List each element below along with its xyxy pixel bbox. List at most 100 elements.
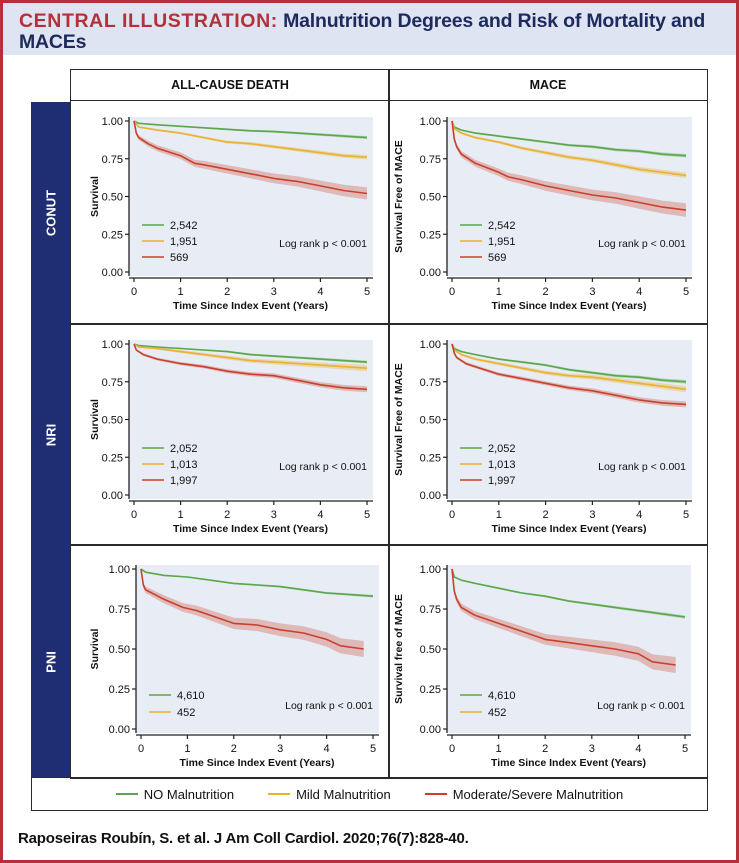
x-axis-label: Time Since Index Event (Years) [491,523,646,535]
legend-label: 1,997 [488,475,516,487]
y-tick-label: 0.00 [102,267,123,279]
y-axis-label: Survival [89,628,101,669]
y-tick-label: 1.00 [420,116,441,128]
chart-pni-mace: 0.00 0.25 0.50 0.75 1.00 0 1 2 3 4 5 Time Since Ind… [393,564,691,769]
x-axis-label: Time Since Index Event (Years) [491,300,646,312]
plot-background [129,117,373,276]
x-tick-label: 5 [683,286,689,298]
row-label-text: PNI [43,650,58,673]
log-rank-annotation: Log rank p < 0.001 [598,461,686,473]
legend-label: 452 [488,707,506,719]
legend-label: 1,951 [488,236,516,248]
legend-label: 2,542 [170,220,198,232]
y-tick-label: 0.00 [109,724,130,736]
chart-pni-death: 0.00 0.25 0.50 0.75 1.00 0 1 2 3 4 5 Time Since Ind… [89,564,379,769]
x-tick-label: 3 [589,509,595,521]
y-tick-label: 0.50 [420,192,441,204]
figure-legend: NO Malnutrition Mild Malnutrition Modera… [31,777,708,811]
x-tick-label: 3 [271,509,277,521]
y-tick-label: 0.75 [420,154,441,166]
legend-label: 452 [177,707,195,719]
x-tick-label: 3 [271,286,277,298]
y-tick-label: 0.75 [102,154,123,166]
legend-label: Mild Malnutrition [296,786,391,802]
legend-label: 1,997 [170,475,198,487]
x-tick-label: 0 [138,743,144,755]
log-rank-annotation: Log rank p < 0.001 [285,700,373,712]
page-title: CENTRAL ILLUSTRATION: Malnutrition Degre… [19,11,719,53]
x-tick-label: 3 [589,286,595,298]
x-tick-label: 1 [184,743,190,755]
x-axis-label: Time Since Index Event (Years) [491,757,646,769]
x-axis-label: Time Since Index Event (Years) [173,300,328,312]
x-tick-label: 0 [449,286,455,298]
log-rank-annotation: Log rank p < 0.001 [279,461,367,473]
x-tick-label: 5 [683,509,689,521]
log-rank-annotation: Log rank p < 0.001 [279,238,367,250]
survival-curve-green [451,343,687,383]
x-tick-label: 5 [364,286,370,298]
legend-label: 2,052 [170,443,198,455]
y-tick-label: 0.25 [420,452,441,464]
citation: Raposeiras Roubín, S. et al. J Am Coll C… [18,830,469,847]
y-tick-label: 0.25 [109,684,130,696]
confidence-band-yellow [134,121,367,160]
x-tick-label: 4 [635,743,641,755]
confidence-band-green [141,569,373,598]
legend-label: 1,013 [170,459,198,471]
x-tick-label: 3 [589,743,595,755]
legend-label: Moderate/Severe Malnutrition [452,786,624,802]
survival-curve-yellow [451,120,687,177]
y-tick-label: 0.00 [420,724,441,736]
y-tick-label: 0.25 [102,229,123,241]
x-tick-label: 0 [131,286,137,298]
legend-swatch-red [424,793,447,795]
y-axis-label: Survival [89,176,101,217]
survival-curve-green [133,343,368,363]
cell-pni-death [70,544,390,779]
x-axis-label: Time Since Index Event (Years) [173,523,328,535]
legend-label: 2,052 [488,443,516,455]
survival-curve-yellow [133,343,368,369]
plot-background [136,565,379,733]
y-tick-label: 1.00 [102,339,123,351]
y-tick-label: 0.75 [420,604,441,616]
column-header-mace: MACE [388,69,708,101]
survival-curve-green [451,120,687,157]
legend-label: 2,542 [488,220,516,232]
legend-swatch-yellow [268,793,291,795]
header-band: CENTRAL ILLUSTRATION: Malnutrition Degre… [3,3,736,55]
title-prefix: CENTRAL ILLUSTRATION: [19,10,278,32]
plot-background [447,117,692,276]
x-tick-label: 5 [682,743,688,755]
legend-item-no-malnutrition: NO Malnutrition [115,787,234,802]
legend-label: 569 [170,252,188,264]
y-tick-label: 0.00 [420,490,441,502]
x-tick-label: 0 [131,509,137,521]
confidence-band-red [134,344,367,393]
cell-nri-death [70,323,390,546]
legend-label: 1,013 [488,459,516,471]
cell-pni-mace [388,544,708,779]
x-tick-label: 4 [324,743,330,755]
x-tick-label: 2 [224,286,230,298]
x-tick-label: 4 [317,286,323,298]
x-tick-label: 4 [636,286,642,298]
log-rank-annotation: Log rank p < 0.001 [597,700,685,712]
x-tick-label: 2 [543,509,549,521]
x-tick-label: 2 [231,743,237,755]
legend-label: 569 [488,252,506,264]
x-tick-label: 1 [496,286,502,298]
confidence-band-red [134,121,367,200]
survival-curve-red [451,568,676,666]
chart-nri-death: 0.00 0.25 0.50 0.75 1.00 0 1 2 3 4 5 Time Since Ind… [89,339,373,535]
row-label-conut: CONUT [31,102,70,324]
y-tick-label: 0.75 [420,377,441,389]
y-axis-label: Survival Free of MACE [393,140,405,253]
legend-label: 1,951 [170,236,198,248]
y-axis-label: Survival [89,399,101,440]
survival-curve-red [451,343,687,406]
legend-item-mild-malnutrition: Mild Malnutrition [268,787,391,802]
chart-nri-mace: 0.00 0.25 0.50 0.75 1.00 0 1 2 3 4 5 Time Since Ind… [393,339,692,535]
